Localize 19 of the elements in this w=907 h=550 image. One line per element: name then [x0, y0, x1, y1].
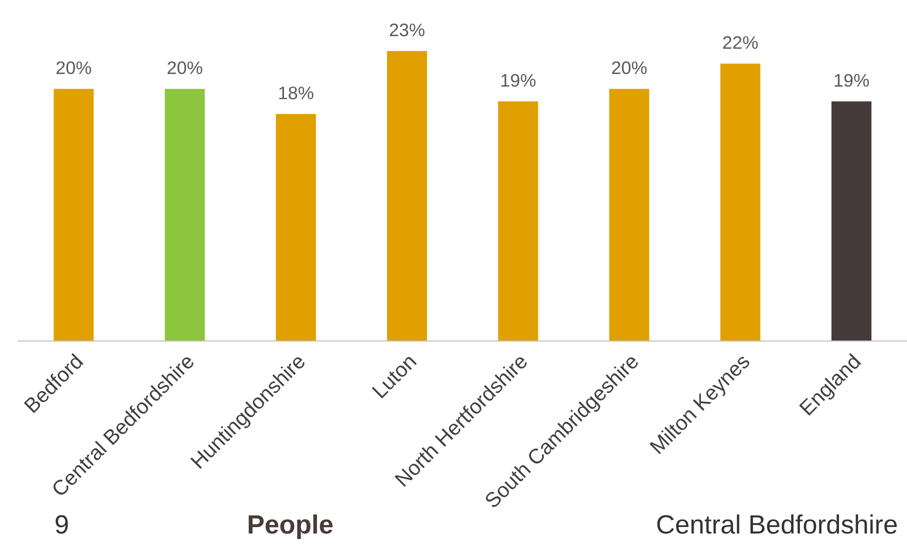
- bar: [276, 114, 316, 341]
- bar: [720, 64, 760, 341]
- bar: [498, 101, 538, 341]
- data-label: 23%: [390, 24, 424, 36]
- data-label: 19%: [834, 74, 869, 87]
- bar: [164, 88, 205, 341]
- bar: [831, 101, 872, 341]
- bar: [609, 88, 650, 341]
- data-label: 20%: [612, 61, 647, 74]
- data-label: 20%: [168, 61, 202, 74]
- text: Central Bedfordshire: [657, 514, 897, 534]
- data-label: 18%: [279, 86, 314, 100]
- bar: [387, 51, 428, 341]
- data-label: 20%: [56, 61, 92, 74]
- data-label: 19%: [501, 74, 536, 87]
- text: 9: [56, 515, 68, 534]
- data-label: 22%: [723, 36, 758, 49]
- bar: [54, 88, 94, 341]
- text: People: [248, 514, 333, 539]
